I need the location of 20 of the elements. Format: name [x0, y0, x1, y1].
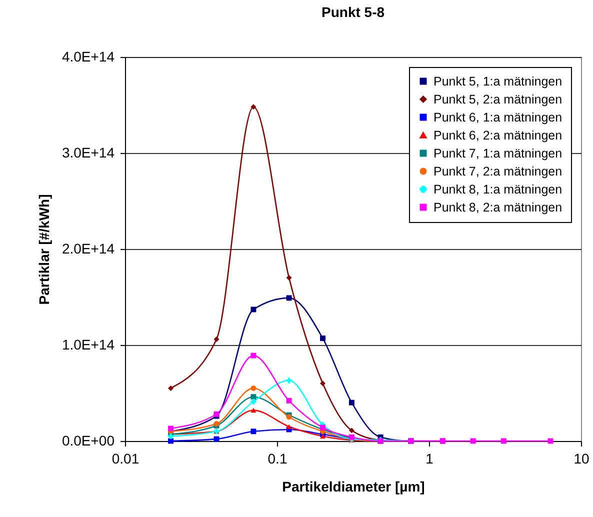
- x-tick-label: 10: [574, 450, 590, 466]
- x-axis-title: Partikeldiameter [µm]: [282, 478, 425, 494]
- legend-label: Punkt 6, 2:a mätningen: [434, 128, 562, 142]
- y-axis-title: Partiklar [#/kWh]: [36, 194, 52, 305]
- legend-label: Punkt 7, 1:a mätningen: [434, 146, 562, 160]
- y-tick-label: 2.0E+14: [62, 240, 115, 256]
- legend-label: Punkt 7, 2:a mätningen: [434, 164, 562, 178]
- legend-label: Punkt 6, 1:a mätningen: [434, 110, 562, 124]
- legend-label: Punkt 5, 2:a mätningen: [434, 92, 562, 106]
- y-tick-label: 4.0E+14: [62, 48, 115, 64]
- legend-label: Punkt 8, 2:a mätningen: [434, 200, 562, 214]
- chart-title: Punkt 5-8: [321, 4, 385, 20]
- y-tick-label: 1.0E+14: [62, 336, 115, 352]
- x-tick-label: 0.1: [268, 450, 288, 466]
- legend-label: Punkt 5, 1:a mätningen: [434, 74, 562, 88]
- y-tick-label: 3.0E+14: [62, 144, 115, 160]
- x-tick-label: 0.01: [112, 450, 140, 466]
- legend-label: Punkt 8, 1:a mätningen: [434, 182, 562, 196]
- x-tick-label: 1: [426, 450, 434, 466]
- y-tick-label: 0.0E+00: [62, 432, 115, 448]
